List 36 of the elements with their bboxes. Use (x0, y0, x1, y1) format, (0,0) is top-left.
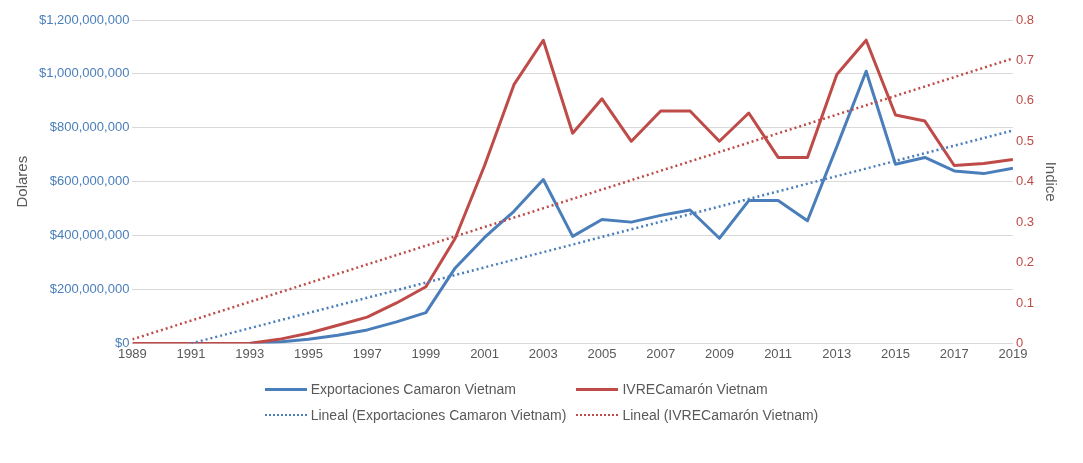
x-tick-label: 1999 (411, 345, 441, 361)
y-tick-label: $400,000,000 (49, 227, 130, 243)
x-tick-label: 2007 (646, 345, 676, 361)
y2-tick-label: 0.3 (1015, 213, 1035, 229)
x-tick-label: 2011 (764, 345, 793, 361)
x-tick-label: 2015 (881, 345, 910, 361)
y-tick-label: $0 (114, 334, 130, 350)
y-tick-label: $1,200,000,000 (38, 11, 130, 27)
legend-label: Lineal (IVRECamarón Vietnam) (622, 407, 819, 423)
y2-tick-label: 0.6 (1015, 92, 1035, 108)
legend-label: IVRECamarón Vietnam (622, 381, 768, 397)
y2-tick-label: 0.5 (1015, 132, 1035, 148)
x-tick-label: 2001 (470, 345, 500, 361)
y-tick-label: $1,000,000,000 (38, 65, 130, 81)
y-axis-title: Dolares (13, 155, 31, 208)
x-tick-label: 2009 (704, 345, 734, 361)
x-tick-label: 2013 (822, 345, 852, 361)
y2-axis-title: Indice (1042, 161, 1060, 202)
y2-tick-label: 0 (1015, 334, 1024, 350)
x-tick-label: 1993 (235, 345, 265, 361)
y2-tick-label: 0.2 (1015, 254, 1035, 270)
x-tick-label: 2003 (528, 345, 558, 361)
y-tick-label: $200,000,000 (49, 281, 130, 297)
y2-tick-label: 0.7 (1015, 52, 1035, 67)
x-tick-label: 1995 (294, 345, 323, 361)
legend-label: Lineal (Exportaciones Camaron Vietnam) (310, 407, 567, 423)
x-tick-label: 1997 (352, 345, 382, 361)
x-tick-label: 2017 (939, 345, 969, 361)
y-tick-label: $600,000,000 (49, 173, 130, 189)
y2-tick-label: 0.8 (1015, 11, 1035, 27)
x-tick-label: 2005 (587, 345, 617, 361)
y2-tick-label: 0.1 (1015, 294, 1035, 310)
y2-tick-label: 0.4 (1015, 173, 1035, 189)
x-tick-label: 1991 (176, 345, 206, 361)
legend-label: Exportaciones Camaron Vietnam (310, 381, 516, 397)
y-tick-label: $800,000,000 (49, 119, 130, 135)
